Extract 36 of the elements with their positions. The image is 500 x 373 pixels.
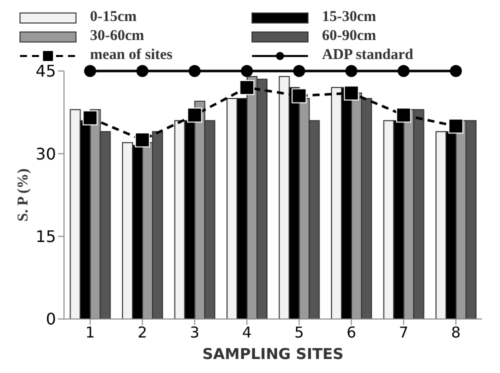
legend-label: 15-30cm xyxy=(322,9,376,26)
point xyxy=(293,65,306,77)
y-tick-label: 0 xyxy=(46,310,56,329)
point xyxy=(136,65,148,77)
x-tick-label: 8 xyxy=(451,324,461,342)
point xyxy=(134,132,150,148)
point xyxy=(345,65,358,77)
point xyxy=(188,65,201,77)
x-tick-label: 2 xyxy=(138,324,148,342)
x-tick-label: 7 xyxy=(398,324,408,342)
point xyxy=(239,80,254,96)
y-tick-label: 30 xyxy=(36,144,56,164)
point xyxy=(82,110,98,126)
point xyxy=(240,65,253,77)
point xyxy=(292,88,307,104)
legend-label: mean of sites xyxy=(90,47,172,64)
point xyxy=(448,118,464,134)
x-tick-label: 6 xyxy=(346,324,356,342)
point xyxy=(344,86,359,101)
legend-label: ADP standard xyxy=(322,47,414,64)
x-tick-label: 3 xyxy=(190,324,200,342)
x-axis-title: SAMPLING SITES xyxy=(202,345,344,363)
legend-label: 60-90cm xyxy=(322,28,376,45)
y-tick-label: 15 xyxy=(36,227,56,246)
y-axis-title: S. P (%) xyxy=(15,168,32,222)
point xyxy=(84,65,96,77)
y-tick-label: 45 xyxy=(36,62,56,81)
point xyxy=(396,108,412,123)
point xyxy=(187,108,202,123)
x-tick-label: 1 xyxy=(85,324,95,342)
x-tick-label: 4 xyxy=(242,324,252,342)
x-tick-label: 5 xyxy=(294,324,304,342)
point xyxy=(398,65,410,77)
point xyxy=(450,65,462,77)
legend-label: 0-15cm xyxy=(90,9,137,26)
legend-label: 30-60cm xyxy=(90,28,144,45)
